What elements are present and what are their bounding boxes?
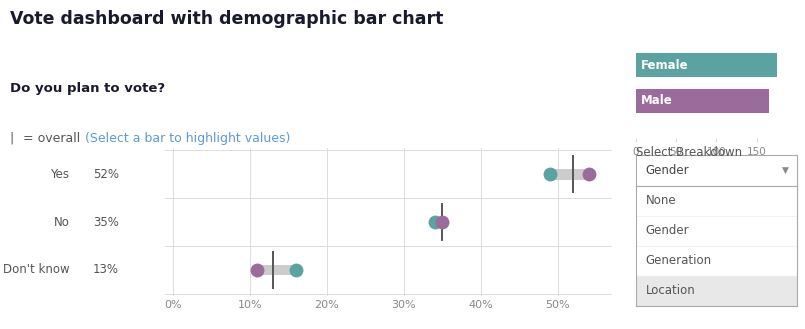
Text: 52%: 52%: [93, 168, 119, 181]
Point: [428, 219, 441, 225]
Text: Don't know: Don't know: [2, 263, 69, 276]
Text: Male: Male: [641, 94, 672, 107]
Bar: [636, 53, 777, 77]
Text: = overall: = overall: [19, 132, 85, 145]
Point: [582, 172, 595, 177]
Text: |: |: [10, 132, 14, 145]
Text: None: None: [646, 194, 676, 207]
Bar: [636, 276, 797, 306]
Text: Do you plan to vote?: Do you plan to vote?: [10, 82, 165, 95]
Point: [251, 267, 264, 272]
Text: Select Breakdown: Select Breakdown: [636, 146, 742, 160]
Text: Location: Location: [646, 285, 696, 297]
Text: ▼: ▼: [782, 166, 789, 175]
Point: [436, 219, 448, 225]
Text: 35%: 35%: [93, 215, 119, 229]
Text: Yes: Yes: [50, 168, 69, 181]
Text: (Select a bar to highlight values): (Select a bar to highlight values): [85, 132, 290, 145]
Text: Gender: Gender: [646, 164, 689, 177]
Point: [543, 172, 556, 177]
Text: No: No: [53, 215, 69, 229]
Text: Gender: Gender: [646, 224, 689, 238]
Text: 13%: 13%: [93, 263, 119, 276]
Bar: [258, 265, 296, 275]
Text: Female: Female: [641, 59, 688, 72]
Text: Vote dashboard with demographic bar chart: Vote dashboard with demographic bar char…: [10, 10, 443, 28]
Bar: [435, 217, 442, 227]
Bar: [636, 89, 769, 113]
Point: [290, 267, 303, 272]
Text: Generation: Generation: [646, 254, 712, 267]
Bar: [550, 169, 588, 180]
